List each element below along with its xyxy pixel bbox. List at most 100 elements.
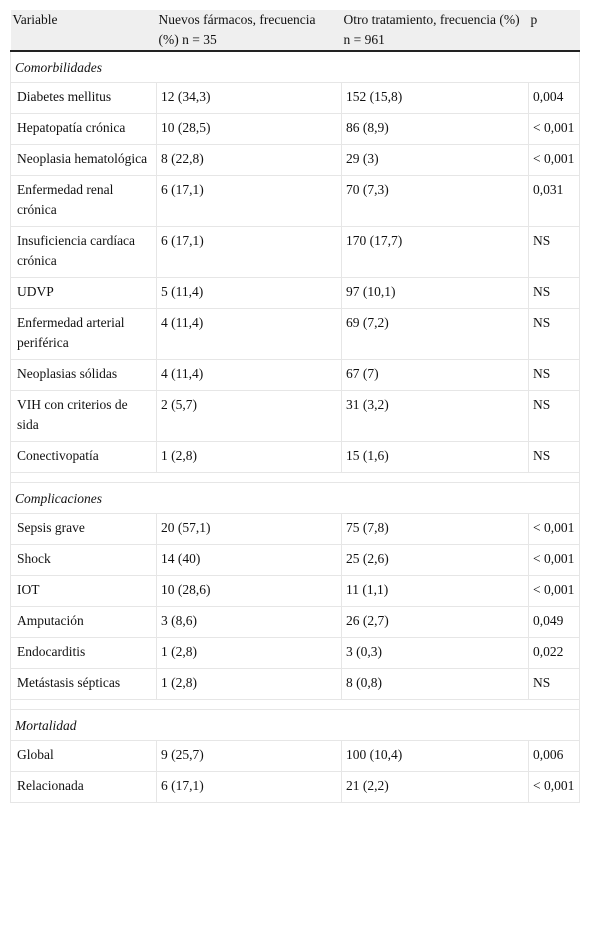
cell-nuevos-farmacos: 10 (28,5)	[156, 113, 342, 145]
cell-otro-tratamiento: 31 (3,2)	[341, 390, 529, 442]
cell-variable: Conectivopatía	[10, 441, 157, 473]
cell-nuevos-farmacos: 6 (17,1)	[156, 226, 342, 278]
table-row: VIH con criterios de sida 2 (5,7) 31 (3,2)…	[10, 390, 580, 442]
cell-variable: Relacionada	[10, 771, 157, 803]
table-row: Endocarditis 1 (2,8) 3 (0,3) 0,022	[10, 637, 580, 669]
cell-variable: Neoplasia hematológica	[10, 144, 157, 176]
cell-nuevos-farmacos: 2 (5,7)	[156, 390, 342, 442]
cell-p-value: < 0,001	[528, 575, 580, 607]
cell-p-value: NS	[528, 359, 580, 391]
cell-nuevos-farmacos: 4 (11,4)	[156, 359, 342, 391]
cell-variable: Neoplasias sólidas	[10, 359, 157, 391]
cell-otro-tratamiento: 75 (7,8)	[341, 513, 529, 545]
cell-nuevos-farmacos: 8 (22,8)	[156, 144, 342, 176]
cell-variable: VIH con criterios de sida	[10, 390, 157, 442]
cell-nuevos-farmacos: 1 (2,8)	[156, 668, 342, 700]
section-title: Comorbilidades	[10, 51, 580, 83]
table-row: Shock 14 (40) 25 (2,6) < 0,001	[10, 544, 580, 576]
cell-otro-tratamiento: 25 (2,6)	[341, 544, 529, 576]
cell-p-value: NS	[528, 277, 580, 309]
cell-p-value: NS	[528, 441, 580, 473]
header-row: Variable Nuevos fármacos, frecuencia (%)…	[10, 10, 580, 52]
cell-p-value: NS	[528, 226, 580, 278]
table-body: Comorbilidades Diabetes mellitus 12 (34,3)…	[10, 51, 580, 803]
cell-otro-tratamiento: 97 (10,1)	[341, 277, 529, 309]
cell-nuevos-farmacos: 10 (28,6)	[156, 575, 342, 607]
table-row: UDVP 5 (11,4) 97 (10,1) NS	[10, 277, 580, 309]
table-row: Amputación 3 (8,6) 26 (2,7) 0,049	[10, 606, 580, 638]
cell-p-value: 0,022	[528, 637, 580, 669]
section-header-row: Comorbilidades	[10, 51, 580, 83]
cell-otro-tratamiento: 11 (1,1)	[341, 575, 529, 607]
cell-nuevos-farmacos: 14 (40)	[156, 544, 342, 576]
cell-variable: UDVP	[10, 277, 157, 309]
cell-nuevos-farmacos: 5 (11,4)	[156, 277, 342, 309]
section-header-row: Complicaciones	[10, 482, 580, 514]
cell-p-value: < 0,001	[528, 544, 580, 576]
cell-nuevos-farmacos: 4 (11,4)	[156, 308, 342, 360]
table-row: Enfermedad arterial periférica 4 (11,4) 69…	[10, 308, 580, 360]
cell-p-value: 0,004	[528, 82, 580, 114]
cell-variable: Hepatopatía crónica	[10, 113, 157, 145]
table-row: Enfermedad renal crónica 6 (17,1) 70 (7,3)…	[10, 175, 580, 227]
table-row: Conectivopatía 1 (2,8) 15 (1,6) NS	[10, 441, 580, 473]
cell-nuevos-farmacos: 6 (17,1)	[156, 175, 342, 227]
table-row: Neoplasias sólidas 4 (11,4) 67 (7) NS	[10, 359, 580, 391]
cell-variable: Insuficiencia cardíaca crónica	[10, 226, 157, 278]
table-row: Sepsis grave 20 (57,1) 75 (7,8) < 0,001	[10, 513, 580, 545]
cell-nuevos-farmacos: 9 (25,7)	[156, 740, 342, 772]
cell-otro-tratamiento: 3 (0,3)	[341, 637, 529, 669]
cell-nuevos-farmacos: 1 (2,8)	[156, 637, 342, 669]
section-title: Complicaciones	[10, 482, 580, 514]
header-variable: Variable	[10, 10, 157, 52]
section-title: Mortalidad	[10, 709, 580, 741]
cell-nuevos-farmacos: 3 (8,6)	[156, 606, 342, 638]
cell-p-value: 0,006	[528, 740, 580, 772]
section-spacer-cell	[10, 472, 580, 483]
cell-p-value: < 0,001	[528, 513, 580, 545]
cell-variable: Shock	[10, 544, 157, 576]
cell-otro-tratamiento: 26 (2,7)	[341, 606, 529, 638]
table-row: Insuficiencia cardíaca crónica 6 (17,1) 17…	[10, 226, 580, 278]
cell-otro-tratamiento: 21 (2,2)	[341, 771, 529, 803]
cell-nuevos-farmacos: 6 (17,1)	[156, 771, 342, 803]
cell-otro-tratamiento: 70 (7,3)	[341, 175, 529, 227]
cell-otro-tratamiento: 15 (1,6)	[341, 441, 529, 473]
table-row: IOT 10 (28,6) 11 (1,1) < 0,001	[10, 575, 580, 607]
data-table: Variable Nuevos fármacos, frecuencia (%)…	[10, 10, 580, 803]
cell-otro-tratamiento: 8 (0,8)	[341, 668, 529, 700]
cell-otro-tratamiento: 170 (17,7)	[341, 226, 529, 278]
cell-otro-tratamiento: 86 (8,9)	[341, 113, 529, 145]
cell-variable: Global	[10, 740, 157, 772]
cell-otro-tratamiento: 67 (7)	[341, 359, 529, 391]
cell-p-value: NS	[528, 668, 580, 700]
cell-p-value: < 0,001	[528, 144, 580, 176]
cell-otro-tratamiento: 100 (10,4)	[341, 740, 529, 772]
header-nuevos-farmacos: Nuevos fármacos, frecuencia (%) n = 35	[156, 10, 342, 52]
section-spacer-cell	[10, 699, 580, 710]
cell-p-value: NS	[528, 390, 580, 442]
cell-variable: Enfermedad renal crónica	[10, 175, 157, 227]
section-spacer	[10, 472, 580, 483]
cell-variable: Diabetes mellitus	[10, 82, 157, 114]
cell-p-value: NS	[528, 308, 580, 360]
cell-variable: Metástasis sépticas	[10, 668, 157, 700]
cell-variable: IOT	[10, 575, 157, 607]
cell-p-value: 0,049	[528, 606, 580, 638]
table-row: Relacionada 6 (17,1) 21 (2,2) < 0,001	[10, 771, 580, 803]
cell-p-value: < 0,001	[528, 771, 580, 803]
cell-nuevos-farmacos: 1 (2,8)	[156, 441, 342, 473]
section-header-row: Mortalidad	[10, 709, 580, 741]
table-row: Metástasis sépticas 1 (2,8) 8 (0,8) NS	[10, 668, 580, 700]
cell-otro-tratamiento: 152 (15,8)	[341, 82, 529, 114]
cell-p-value: < 0,001	[528, 113, 580, 145]
cell-variable: Sepsis grave	[10, 513, 157, 545]
cell-p-value: 0,031	[528, 175, 580, 227]
table-row: Hepatopatía crónica 10 (28,5) 86 (8,9) < 0,…	[10, 113, 580, 145]
cell-variable: Amputación	[10, 606, 157, 638]
section-spacer	[10, 699, 580, 710]
table-header: Variable Nuevos fármacos, frecuencia (%)…	[10, 10, 580, 52]
cell-otro-tratamiento: 69 (7,2)	[341, 308, 529, 360]
data-table-container: Variable Nuevos fármacos, frecuencia (%)…	[10, 10, 580, 803]
header-p-value: p	[528, 10, 580, 52]
